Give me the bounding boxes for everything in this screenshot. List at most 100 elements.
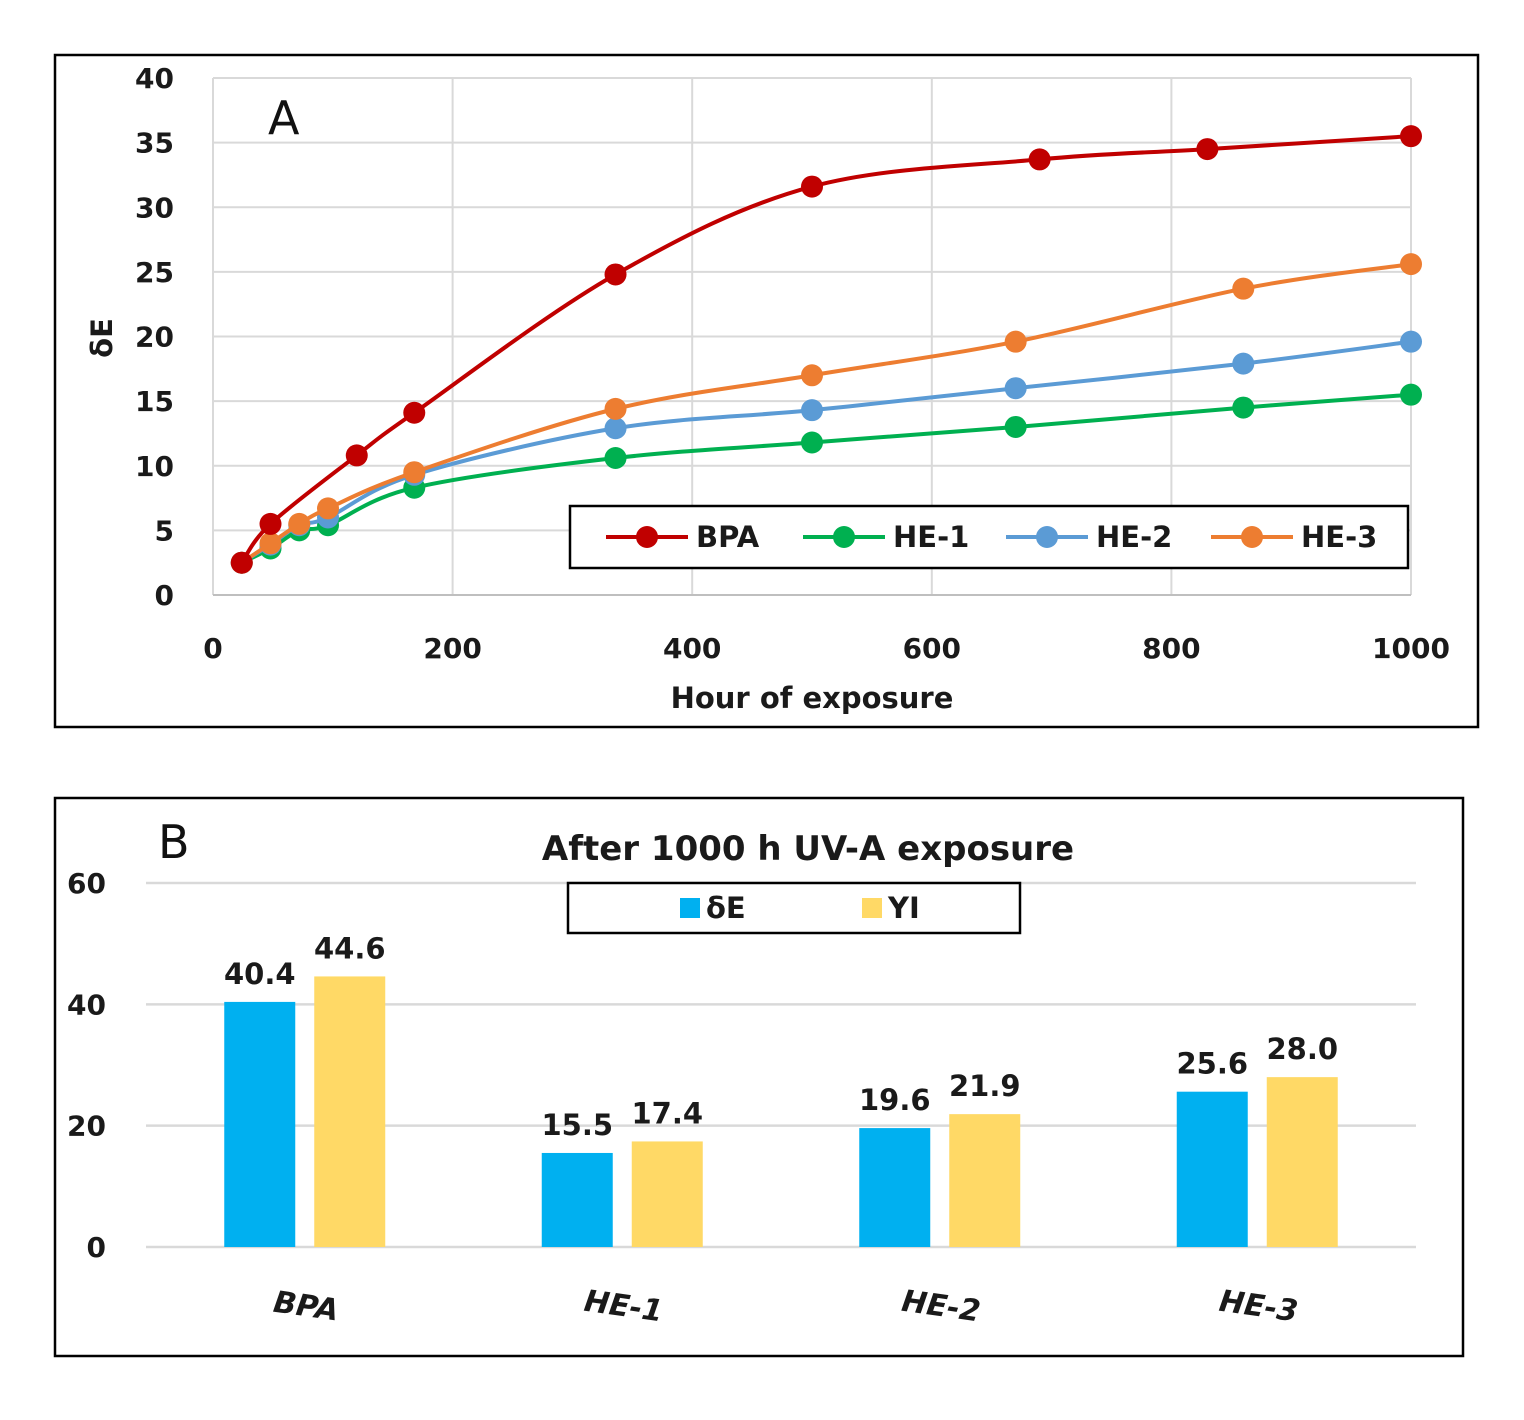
- legend-marker: [636, 526, 658, 548]
- data-point-he-1: [1004, 415, 1027, 438]
- legend-label: HE-3: [1301, 520, 1377, 554]
- bar-yi: [949, 1114, 1021, 1247]
- b-y-tick-label: 0: [87, 1231, 106, 1264]
- bar-group-he-3: 25.6 28.0: [1176, 1032, 1338, 1247]
- bar-value-label: 19.6: [859, 1083, 931, 1117]
- panel-a-letter: A: [268, 91, 300, 145]
- legend-marker: [833, 526, 855, 548]
- bar-value-label: 25.6: [1176, 1047, 1248, 1081]
- b-y-tick-label: 20: [67, 1110, 106, 1143]
- bar-yi: [314, 976, 386, 1247]
- legend-label: δE: [706, 891, 746, 925]
- a-x-tick-label: 800: [1142, 632, 1200, 665]
- data-point-he-3: [1004, 330, 1027, 353]
- panel-b-legend-box: [566, 881, 1022, 935]
- a-y-tick-label: 20: [135, 321, 174, 354]
- bar-delta-e: [859, 1128, 931, 1247]
- bar-yi: [1266, 1077, 1338, 1247]
- series-line-bpa: [240, 134, 1412, 564]
- data-point-he-3: [288, 512, 311, 535]
- data-point-he-2: [1232, 352, 1255, 375]
- data-point-he-2: [1400, 330, 1422, 353]
- bar-delta-e: [541, 1152, 613, 1247]
- panel-b-title: After 1000 h UV-A exposure: [542, 829, 1074, 869]
- bar-group-he-2: 19.6 21.9: [859, 1069, 1021, 1247]
- data-point-he-3: [403, 461, 426, 484]
- legend-item-he-1: HE-1: [803, 520, 969, 554]
- bar-delta-e: [1176, 1091, 1248, 1247]
- bar-value-label: 40.4: [224, 957, 296, 991]
- data-point-bpa: [345, 444, 368, 467]
- panel-a-y-axis-title: δE: [85, 318, 119, 358]
- data-point-he-1: [1400, 383, 1422, 406]
- legend-item-he-3: HE-3: [1211, 520, 1377, 554]
- data-point-he-2: [801, 399, 823, 422]
- data-point-he-3: [1400, 253, 1422, 276]
- series-he-3: [230, 253, 1422, 574]
- legend-label: HE-2: [1096, 520, 1172, 554]
- data-point-he-1: [604, 446, 627, 469]
- data-point-bpa: [403, 401, 426, 424]
- data-point-he-3: [604, 397, 627, 420]
- a-y-tick-label: 15: [135, 385, 174, 418]
- legend-marker: [1036, 526, 1058, 548]
- a-x-tick-label: 600: [903, 632, 961, 665]
- data-point-he-1: [1232, 396, 1255, 419]
- legend-item-bpa: BPA: [606, 520, 760, 554]
- bar-group-bpa: 40.4 44.6: [224, 931, 386, 1247]
- legend-swatch: [680, 898, 700, 918]
- panel-a-series: [230, 125, 1422, 574]
- series-bpa: [230, 125, 1422, 574]
- data-point-he-1: [801, 431, 823, 454]
- data-point-bpa: [801, 175, 823, 198]
- a-y-tick-label: 0: [155, 579, 174, 612]
- data-point-he-3: [801, 364, 823, 387]
- a-y-tick-label: 30: [135, 191, 174, 224]
- bar-value-label: 28.0: [1266, 1032, 1338, 1066]
- a-x-tick-label: 200: [423, 632, 481, 665]
- panel-b-bars: 40.4 44.6 15.5 17.4 19.6 21.9 25.6 28.0: [224, 931, 1338, 1247]
- panel-a-frame: [53, 53, 1480, 729]
- bar-value-label: 15.5: [541, 1108, 613, 1142]
- panel-a-y-tick-labels: 0 5 10 15 20 25 30 35 40: [135, 62, 174, 612]
- a-y-tick-label: 40: [135, 62, 174, 95]
- panel-a-legend: BPA HE-1 HE-2 HE-3: [568, 504, 1410, 570]
- data-point-he-3: [1232, 277, 1255, 300]
- a-y-tick-label: 10: [135, 450, 174, 483]
- a-y-tick-label: 5: [155, 514, 174, 547]
- a-y-tick-label: 35: [135, 127, 174, 160]
- legend-marker: [1241, 526, 1263, 548]
- bar-value-label: 17.4: [631, 1096, 703, 1130]
- data-point-bpa: [1400, 125, 1422, 148]
- data-point-he-2: [604, 417, 627, 440]
- panel-a-x-tick-labels: 0 200 400 600 800 1000: [203, 632, 1450, 665]
- a-x-tick-label: 0: [203, 632, 222, 665]
- data-point-he-2: [1004, 377, 1027, 400]
- panel-b-bar-chart: 0 20 40 60 B After 1000 h UV-A exposure 40.…: [53, 796, 1465, 1358]
- bar-delta-e: [224, 1001, 296, 1247]
- a-x-tick-label: 1000: [1372, 632, 1450, 665]
- data-point-bpa: [1028, 148, 1051, 171]
- a-x-tick-label: 400: [663, 632, 721, 665]
- panel-b-y-tick-labels: 0 20 40 60: [67, 867, 106, 1264]
- legend-label: YI: [887, 891, 920, 925]
- data-point-he-3: [259, 532, 282, 555]
- data-point-bpa: [1196, 138, 1219, 161]
- bar-group-he-1: 15.5 17.4: [541, 1096, 703, 1247]
- a-y-tick-label: 25: [135, 256, 174, 289]
- legend-item-delta-e: δE: [680, 891, 746, 925]
- data-point-he-3: [317, 497, 340, 520]
- legend-item-yi: YI: [862, 891, 920, 925]
- legend-label: HE-1: [893, 520, 969, 554]
- panel-a-line-chart: 0 5 10 15 20 25 30 35 40 0 200 400 600 800 1000 A Hou…: [53, 53, 1480, 729]
- b-y-tick-label: 40: [67, 988, 106, 1021]
- panel-b-letter: B: [158, 815, 190, 869]
- data-point-bpa: [259, 512, 282, 535]
- bar-value-label: 44.6: [314, 931, 386, 965]
- bar-yi: [631, 1141, 703, 1247]
- panel-b-legend: δE YI: [566, 881, 1022, 935]
- legend-swatch: [862, 898, 882, 918]
- data-point-bpa: [230, 551, 253, 574]
- panel-a-x-axis-title: Hour of exposure: [671, 681, 954, 715]
